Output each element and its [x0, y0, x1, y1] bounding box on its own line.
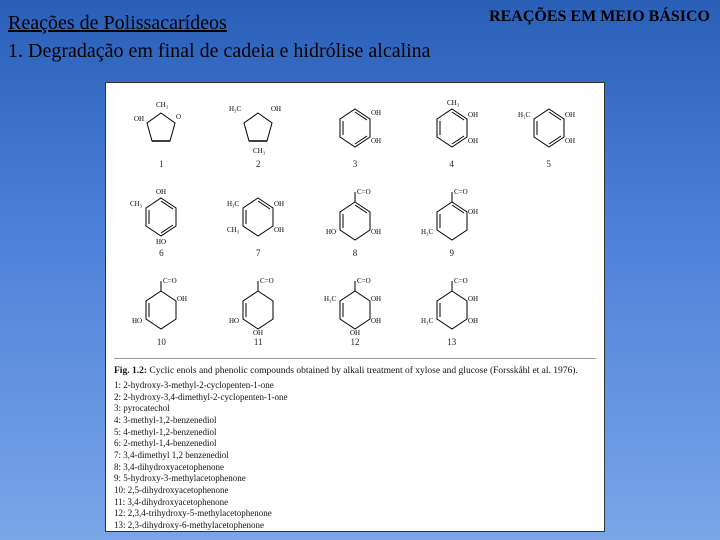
svg-text:HO: HO	[229, 317, 239, 325]
molecule-4: CH₃ OH OH 4	[404, 89, 499, 176]
svg-text:OH: OH	[468, 208, 478, 216]
molecule-number: 12	[350, 337, 359, 347]
molecule-number: 10	[157, 337, 166, 347]
svg-text:OH: OH	[274, 226, 284, 234]
molecule-number: 9	[450, 248, 455, 258]
molecule-number: 4	[450, 159, 455, 169]
svg-text:OH: OH	[468, 295, 478, 303]
svg-text:OH: OH	[177, 295, 187, 303]
molecule-number: 5	[546, 159, 551, 169]
figure-caption: Fig. 1.2: Cyclic enols and phenolic comp…	[114, 365, 596, 378]
compound-item: 9: 5-hydroxy-3-methylacetophenone	[114, 473, 596, 485]
svg-text:CH₃: CH₃	[130, 200, 143, 208]
molecule-7: H₃C CH₃ OH OH 7	[211, 178, 306, 265]
svg-text:CH₃: CH₃	[227, 226, 240, 234]
svg-text:OH: OH	[565, 111, 575, 119]
compound-item: 12: 2,3,4-trihydroxy-5-methylacetophenon…	[114, 508, 596, 520]
compound-item: 11: 3,4-dihydroxyacetophenone	[114, 497, 596, 509]
svg-text:C=O: C=O	[454, 277, 468, 285]
compound-item: 8: 3,4-dihydroxyacetophenone	[114, 462, 596, 474]
molecule-number: 3	[353, 159, 358, 169]
molecule-8: C=O HO OH 8	[308, 178, 403, 265]
compound-item: 2: 2-hydroxy-3,4-dimethyl-2-cyclopenten-…	[114, 392, 596, 404]
molecule-10: C=O OH HO 10	[114, 267, 209, 354]
svg-text:H₃C: H₃C	[421, 317, 433, 325]
svg-text:OH: OH	[371, 137, 381, 145]
figure-panel: CH₃ O OH 1 H₃C OH CH₃ 2 OH O	[105, 82, 605, 532]
svg-text:C=O: C=O	[357, 277, 371, 285]
molecule-number: 11	[254, 337, 263, 347]
molecule-number: 8	[353, 248, 358, 258]
molecule-11: C=O HO OH 11	[211, 267, 306, 354]
molecule-3: OH OH 3	[308, 89, 403, 176]
compound-item: 7: 3,4-dimethyl 1,2 benzenediol	[114, 450, 596, 462]
svg-text:HO: HO	[132, 317, 142, 325]
molecule-2: H₃C OH CH₃ 2	[211, 89, 306, 176]
molecule-number: 13	[447, 337, 456, 347]
svg-text:OH: OH	[253, 329, 263, 335]
molecule-number: 2	[256, 159, 261, 169]
compound-item: 1: 2-hydroxy-3-methyl-2-cyclopenten-1-on…	[114, 380, 596, 392]
svg-text:H₃C: H₃C	[227, 200, 239, 208]
svg-text:CH₃: CH₃	[156, 101, 169, 109]
svg-text:C=O: C=O	[260, 277, 274, 285]
compound-item: 6: 2-methyl-1,4-benzenediol	[114, 438, 596, 450]
svg-text:H₃C: H₃C	[229, 105, 241, 113]
svg-text:OH: OH	[274, 200, 284, 208]
molecule-5: H₃C OH OH 5	[501, 89, 596, 176]
caption-body: Cyclic enols and phenolic compounds obta…	[149, 366, 577, 376]
svg-text:H₃C: H₃C	[518, 111, 530, 119]
molecule-6: OH CH₃ HO 6	[114, 178, 209, 265]
caption-lead: Fig. 1.2:	[114, 366, 147, 376]
svg-text:CH₃: CH₃	[447, 99, 460, 107]
svg-text:H₃C: H₃C	[421, 228, 433, 236]
molecule-12: C=O H₃C OH OH OH 12	[308, 267, 403, 354]
svg-text:OH: OH	[468, 111, 478, 119]
compound-item: 5: 4-methyl-1,2-benzenediol	[114, 427, 596, 439]
svg-text:O: O	[176, 113, 181, 121]
svg-text:OH: OH	[371, 109, 381, 117]
svg-text:HO: HO	[156, 238, 166, 246]
header-context: REAÇÕES EM MEIO BÁSICO	[489, 8, 710, 26]
molecule-1: CH₃ O OH 1	[114, 89, 209, 176]
compound-list: 1: 2-hydroxy-3-methyl-2-cyclopenten-1-on…	[114, 380, 596, 532]
molecule-9: C=O H₃C OH 9	[404, 178, 499, 265]
svg-text:OH: OH	[134, 115, 144, 123]
svg-text:OH: OH	[468, 317, 478, 325]
compound-item: 10: 2,5-dihydroxyacetophenone	[114, 485, 596, 497]
structures-grid: CH₃ O OH 1 H₃C OH CH₃ 2 OH O	[114, 89, 596, 359]
svg-text:C=O: C=O	[454, 188, 468, 196]
page-title: Reações de Polissacarídeos	[8, 12, 227, 35]
page-subtitle: 1. Degradação em final de cadeia e hidró…	[8, 40, 431, 63]
svg-text:H₃C: H₃C	[324, 295, 336, 303]
molecule-number: 1	[159, 159, 164, 169]
svg-text:OH: OH	[371, 317, 381, 325]
compound-item: 4: 3-methyl-1,2-benzenediol	[114, 415, 596, 427]
svg-text:CH₃: CH₃	[253, 147, 266, 155]
compound-item: 3: pyrocatechol	[114, 403, 596, 415]
molecule-number: 7	[256, 248, 261, 258]
svg-text:HO: HO	[326, 228, 336, 236]
svg-text:OH: OH	[271, 105, 281, 113]
svg-text:OH: OH	[565, 137, 575, 145]
svg-text:OH: OH	[156, 188, 166, 196]
svg-text:OH: OH	[371, 295, 381, 303]
svg-text:C=O: C=O	[357, 188, 371, 196]
svg-text:C=O: C=O	[163, 277, 177, 285]
svg-text:OH: OH	[468, 137, 478, 145]
svg-text:OH: OH	[371, 228, 381, 236]
compound-item: 13: 2,3-dihydroxy-6-methylacetophenone	[114, 520, 596, 532]
svg-text:OH: OH	[350, 329, 360, 335]
molecule-13: C=O H₃C OH OH 13	[404, 267, 499, 354]
molecule-number: 6	[159, 248, 164, 258]
